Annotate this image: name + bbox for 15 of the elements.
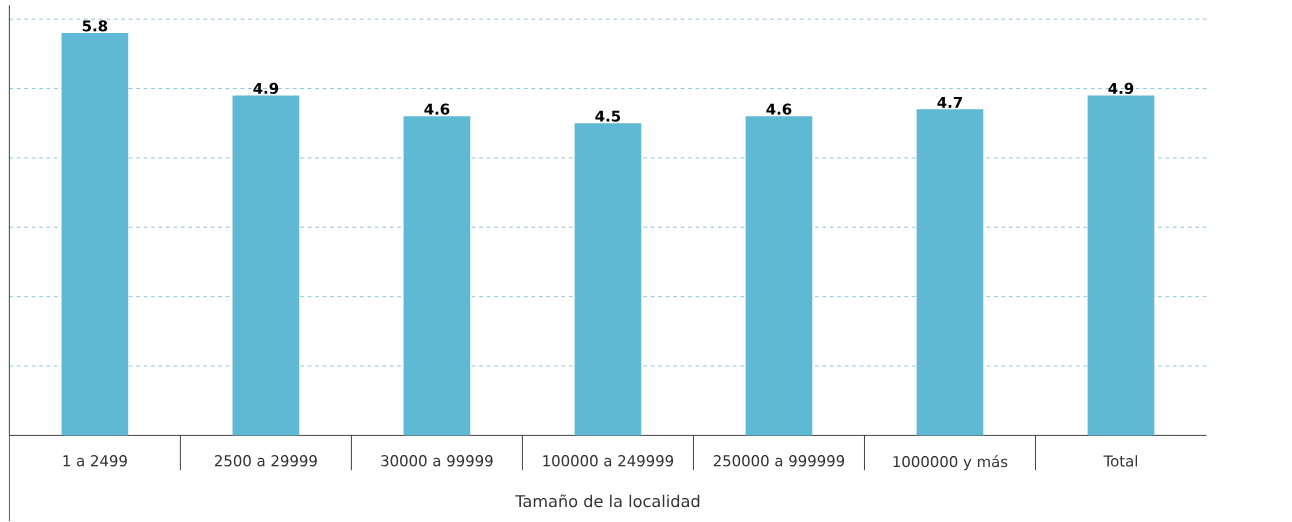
data-label: 4.7 [937,97,962,109]
data-label: 4.5 [595,110,621,122]
x-tick-label: 1000000 y más [893,455,1008,471]
data-label: 4.9 [253,82,279,95]
x-tick-label: 100000 a 249999 [543,455,674,467]
x-tick-label: 1 a 2499 [63,455,127,467]
data-label: 4.9 [1108,82,1134,95]
x-tick-label: Total [1103,455,1138,467]
x-axis-title: Tamaño de la localidad [515,494,700,508]
x-tick-label: 2500 a 29999 [214,455,317,467]
data-label: 5.8 [82,20,108,32]
x-tick-label: 250000 a 999999 [713,455,845,467]
data-label: 4.6 [424,103,450,116]
x-tick-label: 30000 a 99999 [381,455,493,467]
data-label: 4.6 [766,103,792,116]
